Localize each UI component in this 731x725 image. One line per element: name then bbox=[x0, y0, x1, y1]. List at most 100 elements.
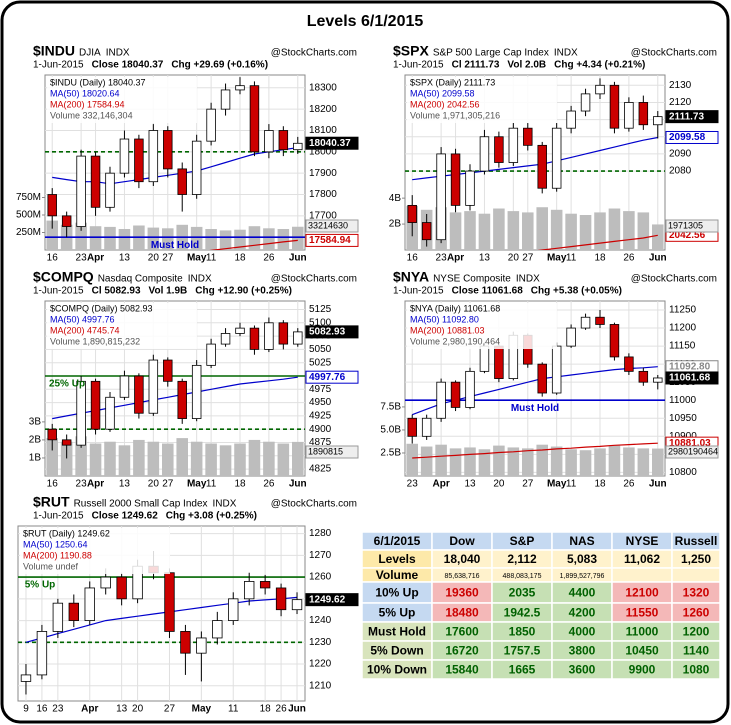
candle-body bbox=[220, 333, 231, 345]
x-tick-label: 27 bbox=[164, 704, 176, 715]
table-text: 5% Up bbox=[379, 606, 416, 620]
x-tick-label: 13 bbox=[479, 253, 491, 264]
volume-tag-label: 1890815 bbox=[308, 446, 343, 456]
candle-body bbox=[52, 602, 64, 632]
price-tag-label: 18040.37 bbox=[309, 138, 351, 149]
table-text: 2,112 bbox=[507, 552, 537, 566]
volume-tag-label: 1971305 bbox=[668, 220, 703, 230]
x-tick-label: 26 bbox=[263, 479, 275, 490]
volume-tick-label: 500M bbox=[16, 210, 41, 221]
legend-entry: Volume 2,980,190,464 bbox=[410, 336, 500, 346]
chart-info: Close 11061.68 bbox=[452, 286, 524, 297]
y-tick-label: 4900 bbox=[309, 424, 332, 435]
volume-bar bbox=[536, 207, 548, 250]
volume-bar bbox=[292, 226, 304, 250]
page-title: Levels 6/1/2015 bbox=[307, 13, 424, 30]
price-tag-label: 10881.03 bbox=[669, 438, 711, 449]
candle-body bbox=[465, 170, 475, 206]
candle-body bbox=[479, 345, 490, 372]
y-tick-label: 11200 bbox=[669, 323, 697, 334]
volume-bar bbox=[493, 208, 505, 250]
price-tag-label: 2111.73 bbox=[669, 111, 704, 122]
x-tick-label: May bbox=[547, 253, 567, 264]
y-tick-label: 5050 bbox=[309, 344, 332, 355]
price-tag-label: 4997.76 bbox=[309, 372, 346, 383]
price-tag bbox=[665, 371, 719, 385]
x-tick-label: 16 bbox=[407, 253, 419, 264]
y-tick-label: 2130 bbox=[669, 80, 692, 91]
table-text: S&P bbox=[510, 534, 535, 548]
volume-bar bbox=[75, 436, 87, 476]
x-tick-label: 26 bbox=[263, 253, 275, 264]
table-text: 15840 bbox=[445, 663, 479, 677]
moving-average bbox=[537, 234, 658, 250]
volume-bar bbox=[579, 450, 592, 476]
x-tick-label: May bbox=[187, 253, 207, 264]
y-tick-label: 5125 bbox=[309, 304, 332, 315]
volume-bar bbox=[550, 209, 563, 250]
volume-bar bbox=[406, 443, 418, 476]
chart-info: 1-Jun-2015 bbox=[33, 60, 84, 71]
candle-body bbox=[537, 363, 547, 394]
legend-entry: Volume 1,890,815,232 bbox=[50, 336, 140, 346]
candle-body bbox=[148, 359, 159, 414]
volume-bar bbox=[420, 446, 433, 476]
legend-entry: MA(200) 17584.94 bbox=[50, 99, 125, 109]
y-tick-label: 4825 bbox=[309, 464, 332, 475]
volume-bar bbox=[205, 229, 217, 250]
volume-bar bbox=[263, 228, 275, 250]
candle-body bbox=[177, 380, 187, 419]
candle-body bbox=[61, 439, 72, 446]
table-text: 4400 bbox=[569, 586, 596, 600]
x-tick-label: Apr bbox=[87, 253, 104, 264]
legend-entry: MA(50) 1250.64 bbox=[23, 539, 88, 549]
x-tick-label: 18 bbox=[594, 479, 606, 490]
volume-tick-label: 2B bbox=[389, 219, 402, 230]
table-text: 1,899,527,796 bbox=[560, 573, 605, 580]
chart-symbol: $SPX bbox=[393, 43, 429, 59]
price-tag bbox=[305, 233, 359, 247]
candle-body bbox=[638, 102, 649, 126]
x-tick-label: 13 bbox=[119, 479, 131, 490]
candle-body bbox=[580, 316, 591, 329]
volume-tag bbox=[665, 219, 719, 233]
legend-entry: MA(200) 10881.03 bbox=[410, 325, 485, 335]
y-tick-label: 2090 bbox=[669, 149, 692, 160]
volume-bar bbox=[478, 449, 491, 476]
price-tag-label: 5082.93 bbox=[309, 327, 346, 338]
candle-body bbox=[609, 324, 620, 358]
volume-tag bbox=[305, 445, 359, 459]
table-text: 3800 bbox=[569, 644, 596, 658]
table-text: 17600 bbox=[445, 625, 479, 639]
table-text: 1140 bbox=[683, 644, 709, 658]
chart-info: Close 18040.37 bbox=[92, 60, 164, 71]
candle-body bbox=[84, 587, 95, 621]
volume-bar bbox=[522, 212, 534, 250]
x-tick-label: 23 bbox=[407, 479, 419, 490]
x-tick-label: Jun bbox=[288, 704, 306, 715]
table-text: Volume bbox=[376, 568, 419, 582]
level-label: Must Hold bbox=[151, 240, 199, 251]
volume-bar bbox=[147, 227, 160, 250]
volume-tick-label: 3B bbox=[29, 417, 42, 428]
candle-body bbox=[177, 168, 187, 195]
table-cell bbox=[671, 659, 721, 680]
volume-tag-label: 2980190464 bbox=[668, 446, 718, 456]
y-tick-label: 1240 bbox=[309, 615, 332, 626]
candle-body bbox=[119, 375, 130, 398]
volume-bar bbox=[292, 441, 304, 476]
candle-body bbox=[264, 130, 274, 153]
legend-entry: Volume undef bbox=[23, 561, 79, 571]
candle-body bbox=[206, 108, 216, 142]
price-tag-label: 11092.80 bbox=[669, 361, 711, 372]
price-tag-label: 1249.62 bbox=[309, 594, 346, 605]
chart-source: @StockCharts.com bbox=[271, 499, 357, 510]
y-tick-label: 4875 bbox=[309, 437, 332, 448]
candle-body bbox=[105, 172, 115, 208]
candle-body bbox=[228, 598, 239, 621]
volume-bar bbox=[435, 444, 447, 476]
volume-bar bbox=[118, 445, 131, 476]
x-tick-label: 23 bbox=[436, 253, 448, 264]
volume-tick-label: 250M bbox=[16, 227, 41, 238]
candle-body bbox=[638, 370, 649, 383]
